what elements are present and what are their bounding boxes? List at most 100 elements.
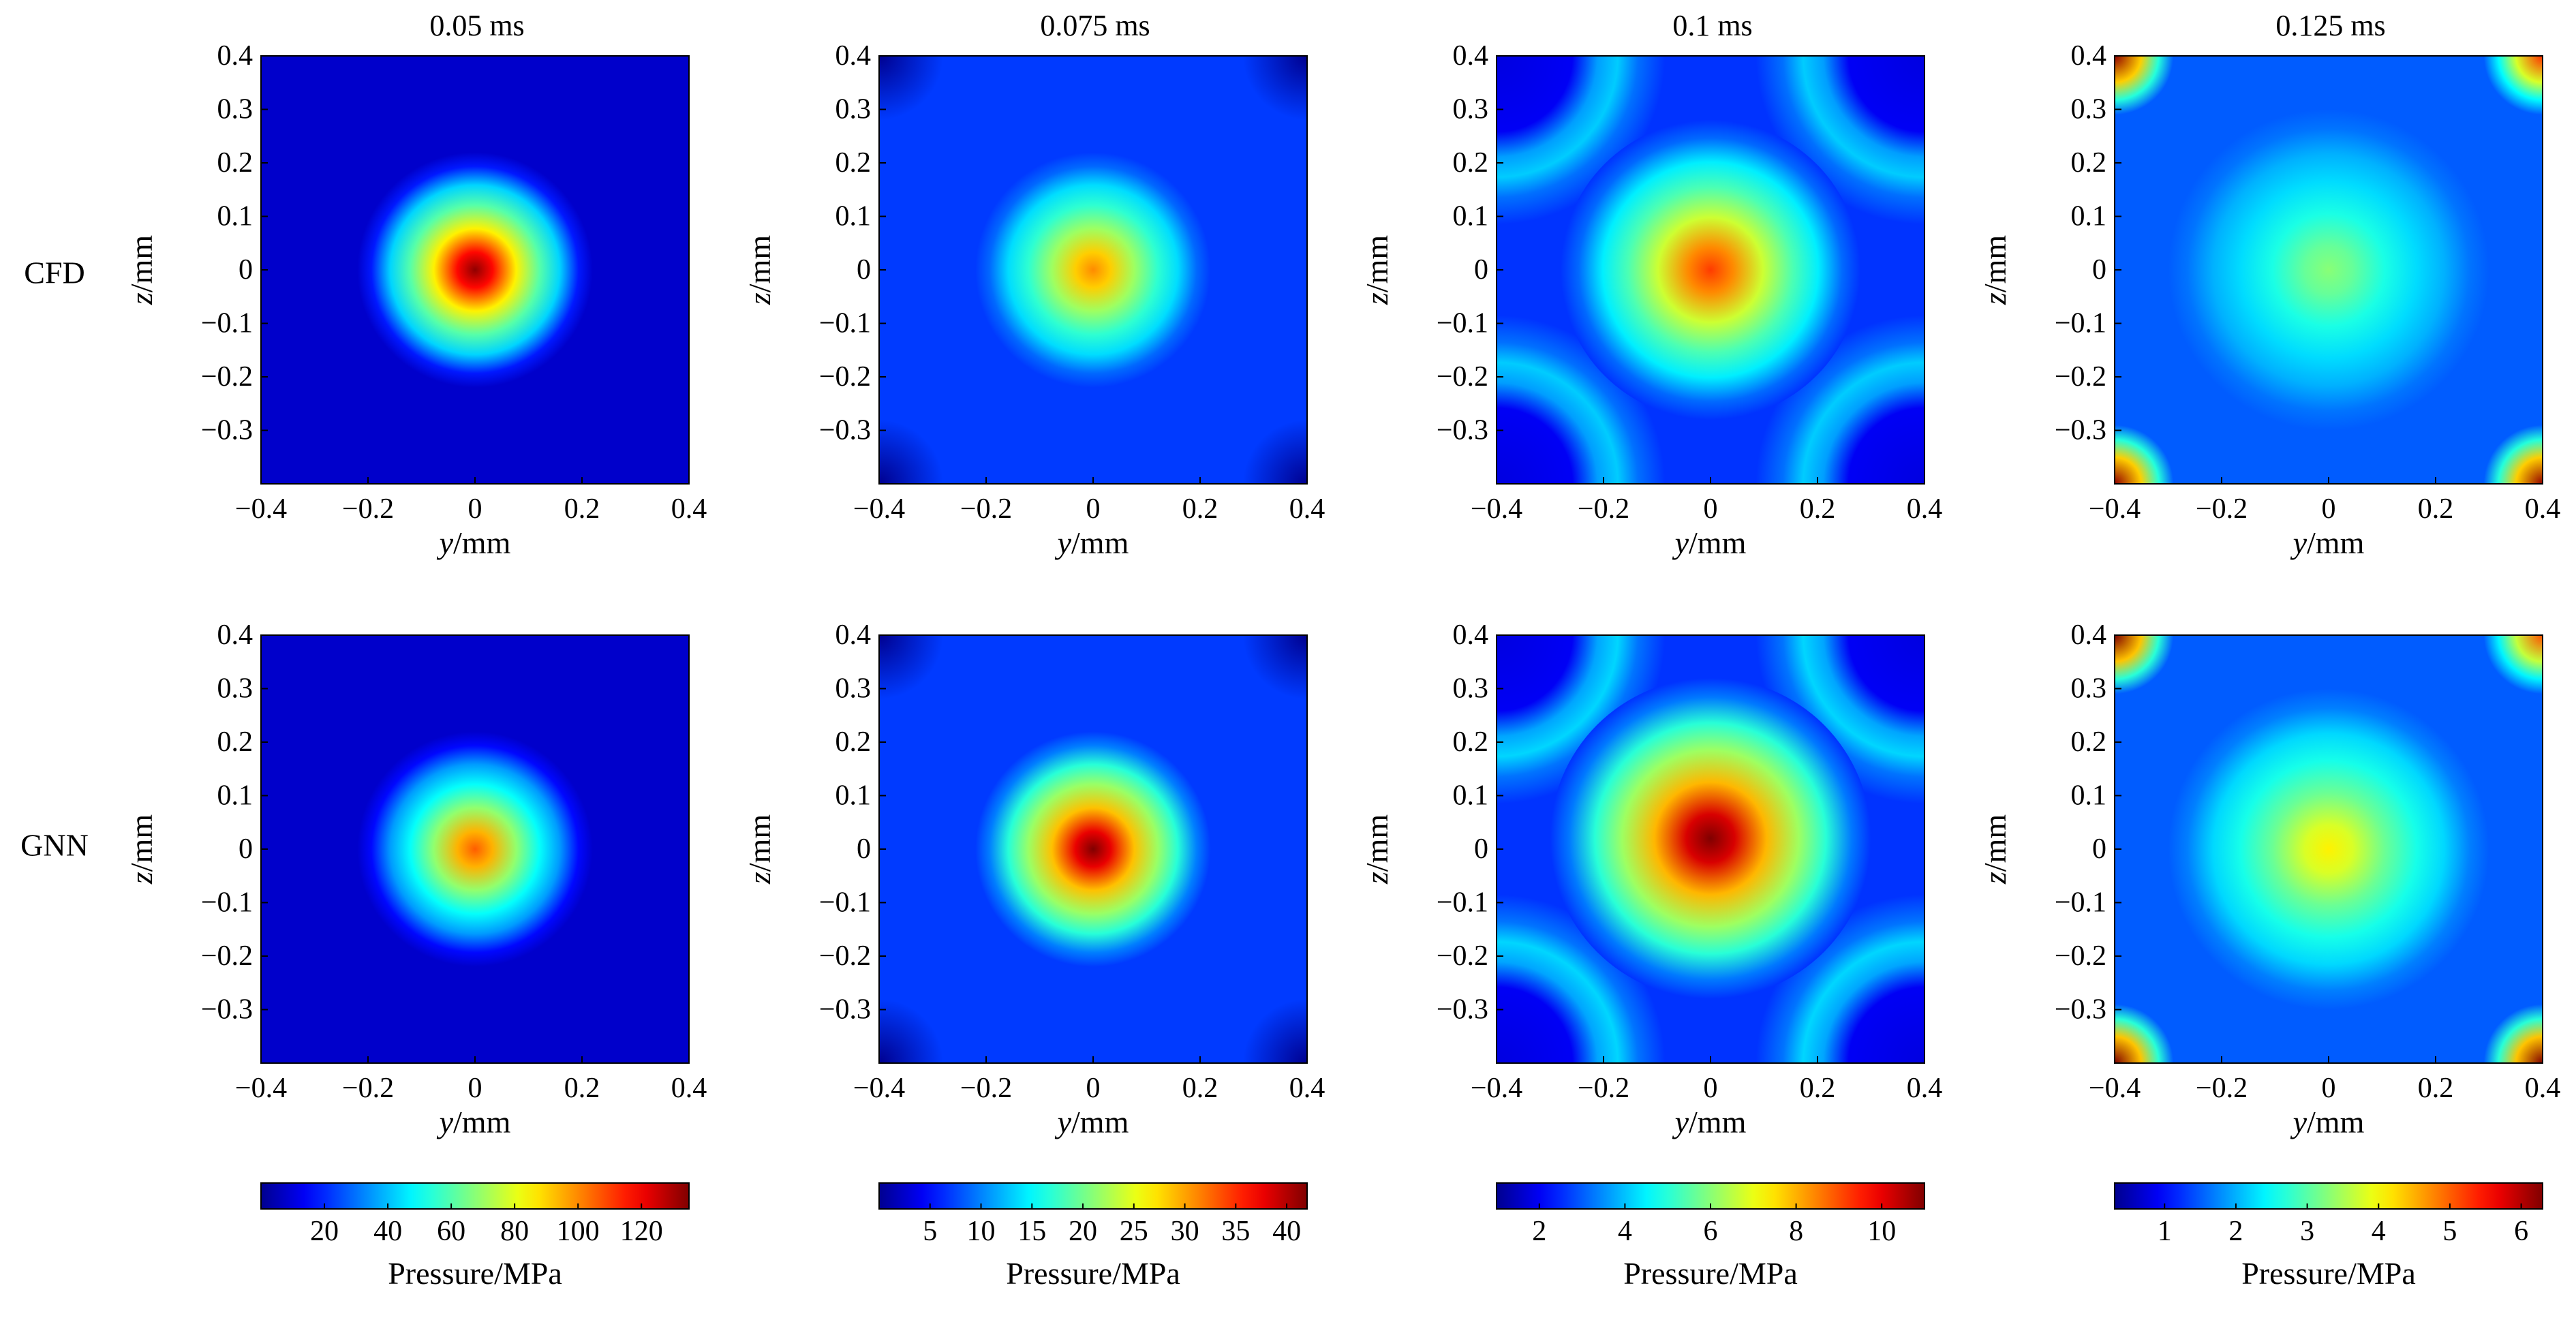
corner-hotspot xyxy=(2115,56,2174,115)
y-axis-label: z/mm xyxy=(124,814,159,885)
x-tick-label: −0.4 xyxy=(853,1073,905,1104)
heatmap-panel: −0.4 −0.2 0 0.2 0.4 0.4 0.3 0.2 0.1 0 −0.1 −0.2 −0.3… xyxy=(1360,619,1942,1139)
colorbar-tick-label: 1 xyxy=(2158,1216,2172,1247)
heatmap-panel: −0.4 −0.2 0 0.2 0.4 0.4 0.3 0.2 0.1 0 −0.1 −0.2 −0.3… xyxy=(1978,40,2561,560)
y-tick-label: 0.3 xyxy=(1453,94,1489,125)
y-tick-label: −0.2 xyxy=(1437,940,1488,972)
x-tick-label: −0.4 xyxy=(235,1073,287,1104)
corner-wave xyxy=(1497,315,1666,484)
y-tick-label: 0.2 xyxy=(835,726,872,758)
corner-wave xyxy=(1497,894,1666,1063)
x-tick-label: −0.4 xyxy=(853,493,905,525)
column-titles: 0.05 ms 0.075 ms 0.1 ms 0.125 ms xyxy=(429,9,2385,42)
x-tick-label: 0.2 xyxy=(1800,1073,1836,1104)
y-tick-label: 0.4 xyxy=(1453,40,1489,72)
colorbar-tick-label: 35 xyxy=(1221,1216,1250,1247)
y-tick-label: −0.1 xyxy=(201,887,253,919)
heatmap-panels: −0.4 −0.2 0 0.2 0.4 0.4 0.3 0.2 0.1 0 −0.1 −0.2 −0.3… xyxy=(124,40,2561,1139)
pressure-peak xyxy=(357,152,593,388)
x-tick-label: 0 xyxy=(468,493,482,525)
y-tick-label: 0.4 xyxy=(217,619,254,651)
x-tick-label: 0.4 xyxy=(2525,493,2561,525)
colorbar: 20 40 60 80 100 120 Pressure/MPa xyxy=(260,1182,690,1291)
colorbar-tick-label: 25 xyxy=(1120,1216,1148,1247)
x-tick-label: −0.2 xyxy=(1578,493,1629,525)
colorbar: 5 10 15 20 25 30 35 40 Pressure/MPa xyxy=(878,1182,1308,1291)
colorbar-tick-label: 6 xyxy=(2514,1216,2528,1247)
y-tick-label: −0.2 xyxy=(2055,361,2106,393)
heatmap-field xyxy=(261,635,689,1063)
x-tick-label: 0 xyxy=(468,1073,482,1104)
y-tick-label: −0.3 xyxy=(1437,415,1488,446)
y-tick-label: 0.4 xyxy=(835,619,872,651)
x-tick-label: 0.2 xyxy=(1182,493,1218,525)
corner-shade xyxy=(1242,998,1307,1063)
colorbar-tick-label: 8 xyxy=(1789,1216,1803,1247)
y-tick-label: −0.1 xyxy=(201,308,253,339)
x-tick-label: 0 xyxy=(2322,493,2336,525)
x-tick-label: 0.4 xyxy=(671,1073,707,1104)
x-tick-label: 0.4 xyxy=(1907,493,1943,525)
y-tick-label: 0.3 xyxy=(217,94,254,125)
colorbar-tick-label: 80 xyxy=(500,1216,529,1247)
corner-wave xyxy=(1755,635,1925,804)
corner-hotspot xyxy=(2483,56,2543,115)
corner-hotspot xyxy=(2483,1004,2543,1063)
y-tick-label: 0 xyxy=(2092,833,2106,865)
x-tick-label: −0.2 xyxy=(342,493,394,525)
y-tick-label: 0.3 xyxy=(2071,94,2107,125)
y-tick-label: 0.1 xyxy=(2071,780,2107,812)
pressure-peak xyxy=(1550,677,1871,999)
corner-wave xyxy=(1755,315,1925,484)
x-tick-label: 0.4 xyxy=(1289,493,1325,525)
colorbar-tick-label: 40 xyxy=(1272,1216,1301,1247)
colorbar-label: Pressure/MPa xyxy=(1623,1256,1798,1291)
y-tick-label: −0.1 xyxy=(819,887,871,919)
y-tick-label: 0.4 xyxy=(1453,619,1489,651)
colorbar-tick-label: 15 xyxy=(1017,1216,1046,1247)
x-axis-label: y/mm xyxy=(2290,525,2365,560)
y-tick-label: −0.3 xyxy=(201,415,253,446)
colorbar-tick-label: 10 xyxy=(1867,1216,1896,1247)
y-tick-label: −0.3 xyxy=(819,994,871,1026)
row-label: CFD xyxy=(24,256,85,290)
colorbar-tick-label: 30 xyxy=(1171,1216,1199,1247)
y-tick-label: 0.2 xyxy=(835,147,872,179)
heatmap-field xyxy=(1497,56,1925,484)
y-tick-label: 0 xyxy=(2092,254,2106,286)
x-axis-label: y/mm xyxy=(1672,1105,1747,1139)
heatmap-panel: −0.4 −0.2 0 0.2 0.4 0.4 0.3 0.2 0.1 0 −0.1 −0.2 −0.3… xyxy=(1360,40,1943,560)
y-tick-label: 0.4 xyxy=(2071,40,2107,72)
colorbar-tick-label: 5 xyxy=(923,1216,937,1247)
y-tick-label: −0.2 xyxy=(819,940,871,972)
y-tick-label: −0.3 xyxy=(2055,994,2106,1026)
y-tick-label: 0.2 xyxy=(217,726,254,758)
colorbar-tick-label: 3 xyxy=(2300,1216,2314,1247)
y-tick-label: −0.3 xyxy=(2055,415,2106,446)
corner-hotspot xyxy=(2483,635,2543,694)
y-tick-label: 0.2 xyxy=(1453,147,1489,179)
heatmap-field xyxy=(879,635,1307,1063)
colorbar-label: Pressure/MPa xyxy=(1006,1256,1180,1291)
pressure-peak xyxy=(357,731,593,967)
heatmap-panel: −0.4 −0.2 0 0.2 0.4 0.4 0.3 0.2 0.1 0 −0.1 −0.2 −0.3… xyxy=(742,40,1325,560)
corner-hotspot xyxy=(2115,635,2174,694)
colorbar-tick-label: 120 xyxy=(620,1216,663,1247)
colorbar-gradient xyxy=(2114,1182,2543,1210)
colorbar-tick-label: 2 xyxy=(1532,1216,1546,1247)
x-tick-label: 0 xyxy=(1704,1073,1718,1104)
y-tick-label: 0 xyxy=(1474,833,1488,865)
colorbar-tick-label: 10 xyxy=(967,1216,996,1247)
x-axis-label: y/mm xyxy=(1055,1105,1129,1139)
corner-shade xyxy=(879,635,944,700)
colorbar-tick-label: 20 xyxy=(310,1216,339,1247)
corner-shade xyxy=(1242,635,1307,700)
colorbar-tick-label: 40 xyxy=(373,1216,402,1247)
corner-hotspot xyxy=(2115,1004,2174,1063)
x-tick-label: −0.2 xyxy=(2196,1073,2248,1104)
column-title: 0.125 ms xyxy=(2275,9,2385,42)
colorbar: 2 4 6 8 10 Pressure/MPa xyxy=(1496,1182,1925,1291)
corner-hotspot xyxy=(2115,425,2174,484)
colorbar-tick-label: 2 xyxy=(2228,1216,2243,1247)
